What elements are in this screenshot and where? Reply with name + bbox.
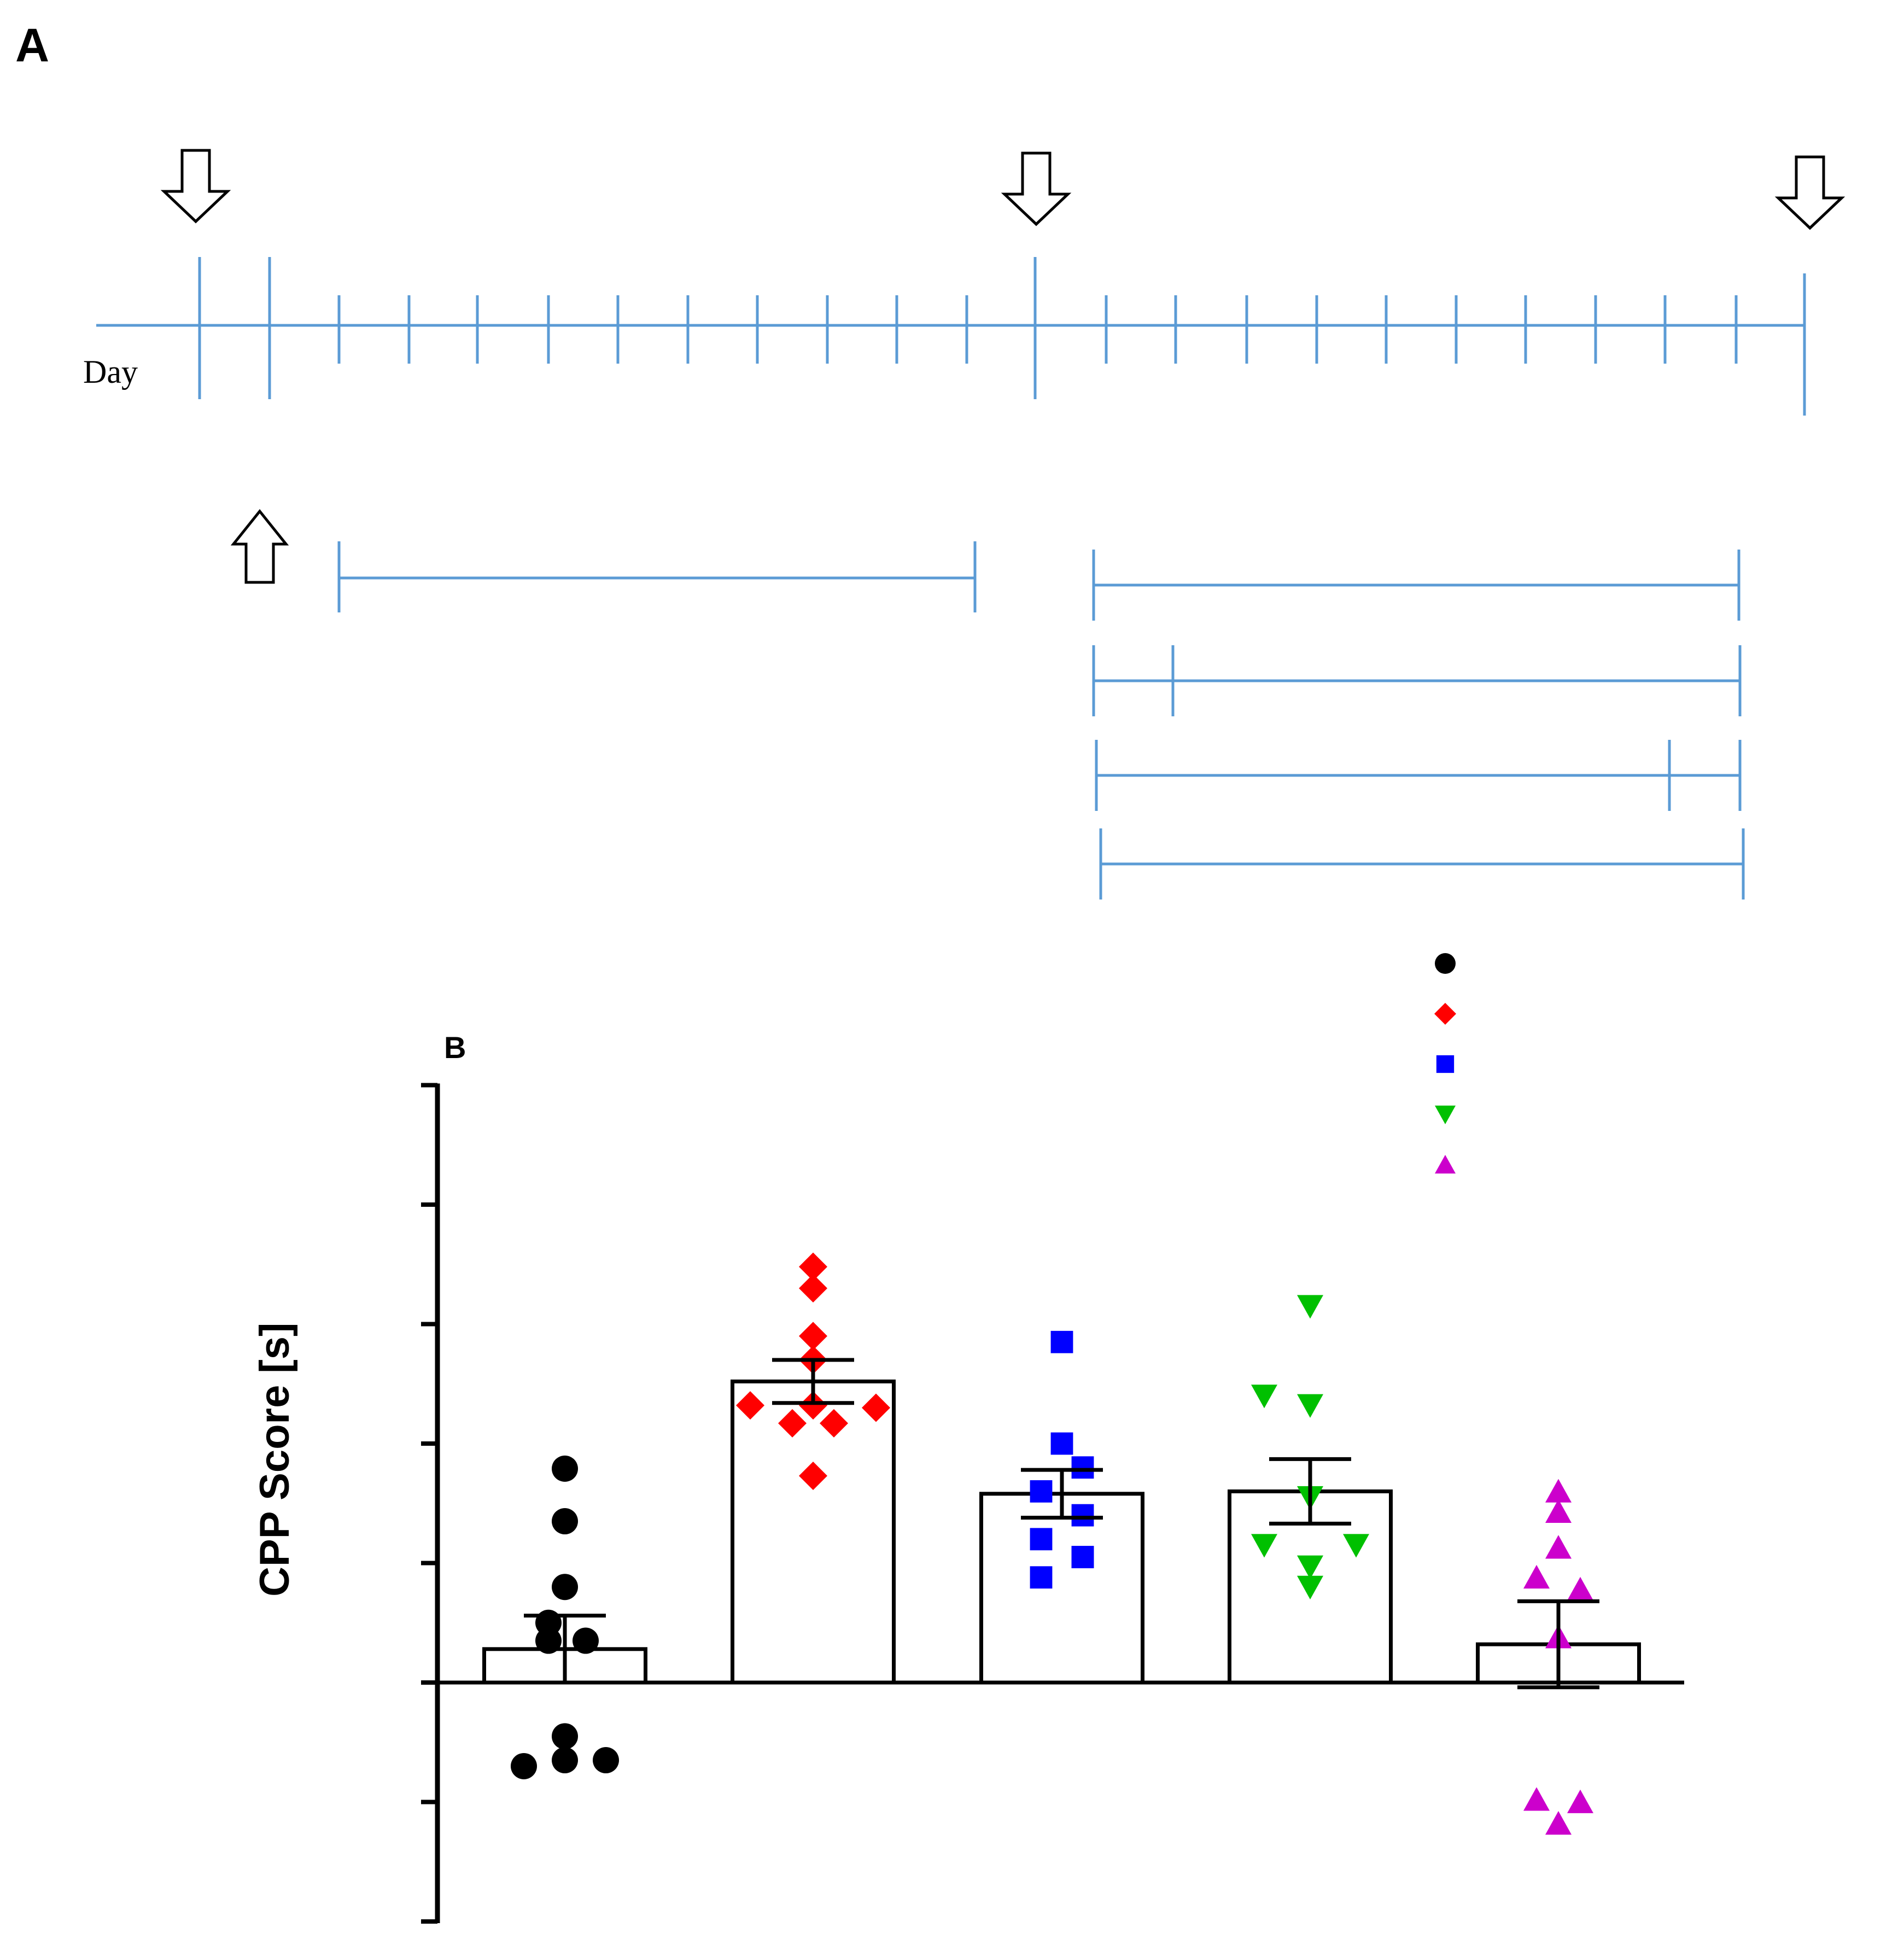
data-point [552, 1723, 578, 1750]
data-point [535, 1627, 562, 1654]
event-arrow-icon [230, 509, 289, 584]
data-point [1343, 1534, 1369, 1558]
data-point [1435, 953, 1456, 974]
data-point [1436, 1055, 1455, 1073]
event-arrow-icon [1001, 151, 1072, 226]
bars [482, 1379, 1641, 1685]
data-point [1297, 1394, 1323, 1418]
data-point [799, 1252, 827, 1281]
bar [979, 1492, 1144, 1685]
data-point [799, 1274, 827, 1302]
panel-a-label: A [15, 19, 49, 72]
data-point [552, 1455, 578, 1482]
data-point [820, 1409, 848, 1438]
treatment-rows [1092, 550, 1745, 900]
event-markers [160, 149, 1845, 584]
data-point [1030, 1528, 1053, 1551]
data-point [799, 1461, 827, 1490]
data-point [1545, 1535, 1572, 1559]
data-point [1297, 1295, 1323, 1319]
data-point [778, 1409, 807, 1438]
data-point [1523, 1787, 1550, 1811]
data-point [1071, 1504, 1094, 1527]
data-point [552, 1508, 578, 1535]
event-arrow-icon [160, 149, 231, 224]
data-point [573, 1627, 599, 1654]
bar [731, 1379, 896, 1685]
data-point [593, 1747, 619, 1774]
data-point [511, 1753, 537, 1779]
data-point [1435, 1154, 1456, 1174]
data-point [1251, 1385, 1277, 1409]
data-point [736, 1391, 764, 1420]
data-point [1030, 1480, 1053, 1503]
data-point [1545, 1479, 1572, 1503]
data-point [1297, 1575, 1323, 1599]
data-point [1297, 1555, 1323, 1579]
data-point [1071, 1546, 1094, 1568]
panel-b-chart: B CPP Score [s] [252, 953, 1684, 1924]
data-point [1050, 1330, 1073, 1353]
panel-a-timeline: A Day [15, 19, 1845, 900]
data-points [511, 1252, 1593, 1835]
panel-b-label: B [444, 1030, 466, 1065]
data-point [799, 1322, 827, 1351]
data-point [862, 1393, 890, 1422]
data-point [1545, 1499, 1572, 1523]
data-point [1071, 1456, 1094, 1479]
data-point [1030, 1566, 1053, 1589]
data-point [552, 1574, 578, 1601]
data-point [1050, 1432, 1073, 1455]
data-point [1567, 1789, 1593, 1813]
data-point [552, 1747, 578, 1774]
data-point [1435, 1105, 1456, 1125]
day-ticks [198, 257, 1806, 416]
data-point [1545, 1811, 1572, 1835]
conditioning-period [337, 541, 977, 612]
event-arrow-icon [1774, 155, 1845, 230]
data-point [1567, 1576, 1593, 1601]
data-point [1523, 1564, 1550, 1589]
day-axis-label: Day [83, 354, 138, 390]
data-point [1251, 1534, 1277, 1558]
y-axis-label: CPP Score [s] [252, 1323, 298, 1597]
error-bars [524, 1358, 1599, 1690]
data-point [1434, 1003, 1456, 1025]
data-point [799, 1391, 827, 1420]
legend [1434, 953, 1456, 1174]
